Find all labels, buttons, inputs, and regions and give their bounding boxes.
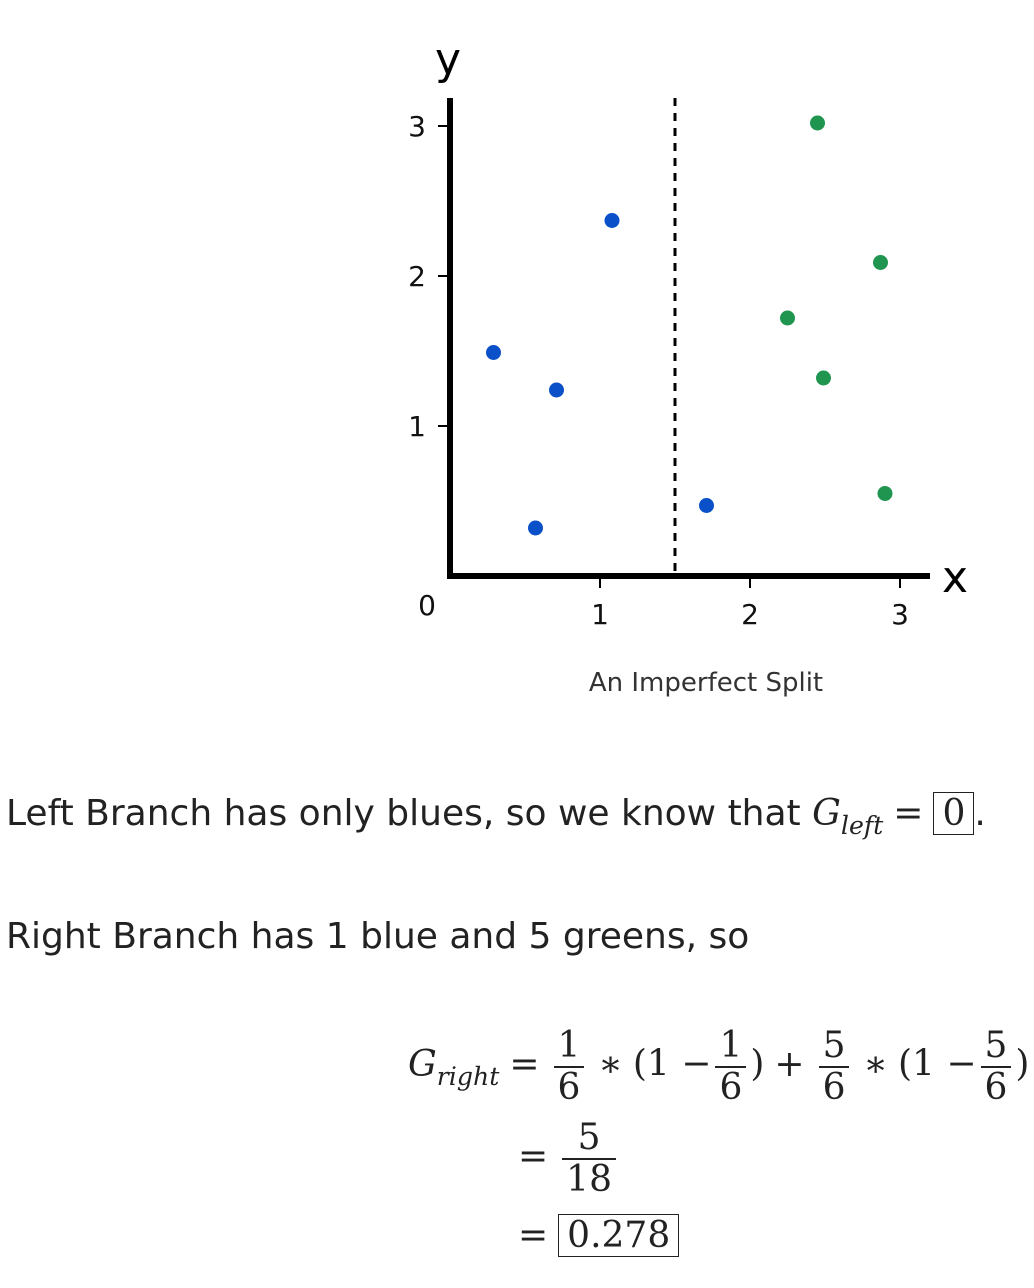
green-point	[780, 310, 795, 326]
origin-label: 0	[418, 589, 436, 622]
y-tick-label: 1	[408, 410, 426, 443]
x-tick-label: 1	[591, 598, 609, 631]
g-right-symbol: Gright	[408, 1043, 500, 1091]
y-axis-label: y	[435, 34, 461, 85]
blue-point	[528, 520, 543, 536]
blue-point	[699, 498, 714, 513]
equation-line-1: Gright = 1 6 ∗ (1 −1 6) +5 6 ∗ (1 −5 6)	[408, 1025, 1030, 1108]
g-left-result: 0	[933, 792, 975, 836]
left-branch-prefix: Left Branch has only blues, so we know t…	[6, 793, 813, 834]
y-tick-label: 3	[408, 110, 426, 143]
green-point	[816, 370, 831, 386]
green-point	[810, 115, 825, 131]
equation-line-2: = 5 18	[508, 1118, 620, 1199]
chart-caption: An Imperfect Split	[588, 668, 824, 698]
g-right-result: 0.278	[558, 1214, 680, 1258]
y-tick-label: 2	[408, 260, 426, 293]
left-branch-suffix: .	[974, 793, 986, 834]
x-tick-label: 2	[741, 598, 759, 631]
scatter-chart: 1 2 3 1 2 3 y x 0	[408, 34, 968, 631]
equation-line-3: = 0.278	[508, 1214, 680, 1258]
blue-point	[549, 382, 564, 398]
blue-point	[604, 213, 620, 228]
left-branch-statement: Left Branch has only blues, so we know t…	[6, 792, 986, 840]
x-tick-label: 3	[891, 598, 909, 631]
fraction-five-eighteenths: 5 18	[562, 1118, 616, 1199]
g-left-symbol: Gleft	[812, 793, 884, 840]
blue-point	[486, 345, 501, 360]
x-axis-label: x	[942, 552, 968, 603]
green-point	[877, 486, 893, 501]
green-point	[873, 255, 888, 270]
equals-sign: =	[893, 793, 924, 834]
right-branch-statement: Right Branch has 1 blue and 5 greens, so	[6, 916, 750, 957]
